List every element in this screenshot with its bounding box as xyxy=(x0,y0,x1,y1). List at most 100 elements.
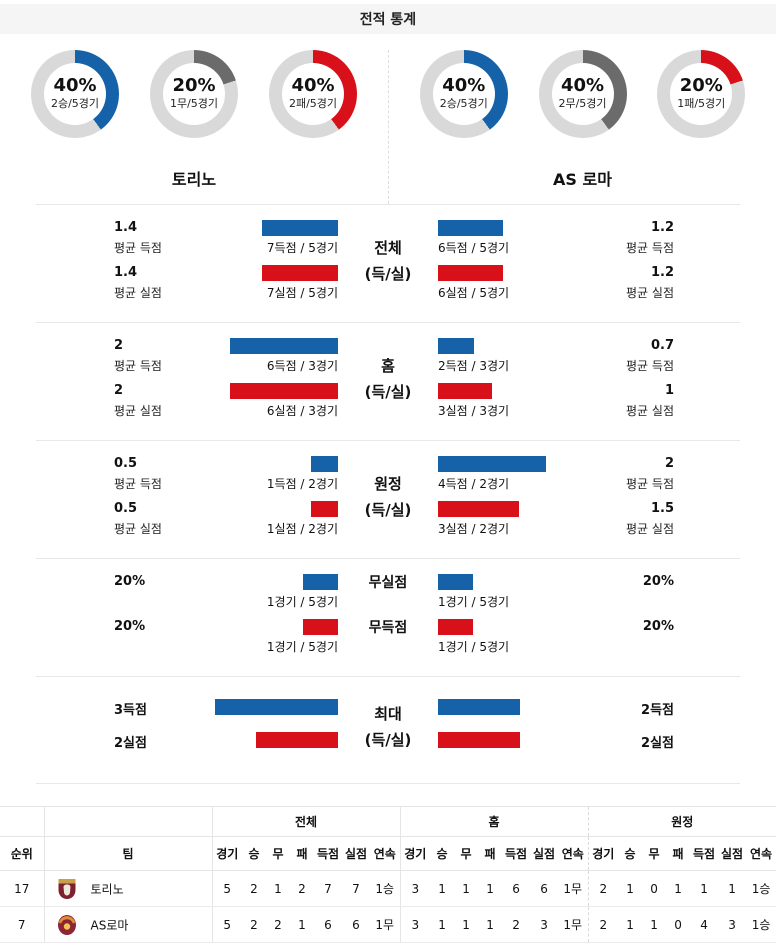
away-bar-label: 3실점 / 2경기 xyxy=(438,522,510,536)
home-stat-value: 0.5 xyxy=(114,456,138,471)
away-donut-row: 40% 2승/5경기 40% 2무/5경기 20% 1패/5경기 xyxy=(389,50,776,138)
stat-cell: 2 xyxy=(242,870,266,907)
comparison-section: 2 평균 득점 6득점 / 3경기 2득점 / 3경기 0.7 평균 득점 2 평균 실점 6실… xyxy=(0,323,776,440)
away-stat-bar xyxy=(438,265,503,281)
home-stat-label: 평균 실점 xyxy=(114,286,162,300)
category-label-line: 원정 xyxy=(374,474,402,493)
donut-percent: 20% xyxy=(172,74,216,96)
column-header: 연속 xyxy=(746,836,776,871)
donut-hole: 20% 1패/5경기 xyxy=(670,63,733,125)
torino-crest xyxy=(57,878,77,900)
home-bar-area: 1경기 / 5경기 xyxy=(170,574,338,610)
away-stat-summary: 20% xyxy=(606,619,776,655)
away-stat-value: 1.5 xyxy=(650,501,674,516)
away-bar-area: 1경기 / 5경기 xyxy=(438,574,606,610)
section-separator xyxy=(36,783,740,784)
away-bar-label: 2득점 / 3경기 xyxy=(438,359,510,373)
away-stat-bar xyxy=(438,699,520,715)
column-header: 승 xyxy=(618,836,643,871)
home-bar-label: 7실점 / 5경기 xyxy=(266,286,338,300)
stat-cell: 5 xyxy=(211,870,242,907)
column-header: 패 xyxy=(666,836,691,871)
donut-hole: 40% 2승/5경기 xyxy=(44,63,106,125)
column-header: 승 xyxy=(430,836,455,871)
home-bar-area: 6득점 / 3경기 xyxy=(170,338,338,374)
home-stat-label: 평균 득점 xyxy=(114,241,162,255)
row-category-label: 무실점 xyxy=(368,575,408,591)
donut-record: 2승/5경기 xyxy=(439,97,488,111)
stat-cell: 1 xyxy=(266,870,290,907)
stat-cell: 1 xyxy=(430,906,455,943)
table-column-header-row: 순위 팀 경기 승 무 패 득점 실점 연속 경기 승 무 패 득점 실점 연속 경기 승 무 패 득점 실점 연속 xyxy=(0,836,776,871)
stat-cell: 7 xyxy=(342,870,370,907)
away-stat-value: 2실점 xyxy=(641,736,674,751)
away-stat-bar xyxy=(438,338,474,354)
home-stat-bar xyxy=(230,383,338,399)
home-stat-bar xyxy=(303,574,338,590)
away-loss-rate-donut: 20% 1패/5경기 xyxy=(657,50,746,138)
column-header: 무 xyxy=(266,836,290,871)
donut-hole: 40% 2무/5경기 xyxy=(551,63,614,125)
donut-hole: 40% 2승/5경기 xyxy=(432,63,495,125)
comparison-sections: 1.4 평균 득점 7득점 / 5경기 6득점 / 5경기 1.2 평균 득점 1.4 평균 … xyxy=(0,204,776,784)
comparison-section: 3득점 2득점 2실점 2실점 최대 (득/실) xyxy=(0,677,776,783)
section-separator xyxy=(36,322,740,323)
category-label-line: (득/실) xyxy=(364,500,412,519)
stat-cell: 4 xyxy=(690,906,719,943)
home-stat-label: 평균 득점 xyxy=(114,477,162,491)
category-label-line: 홈 xyxy=(381,356,395,375)
team-name-text: AS로마 xyxy=(90,918,129,932)
column-header: 득점 xyxy=(502,836,531,871)
away-bar-area: 2득점 / 3경기 xyxy=(438,338,606,374)
away-team-name: AS 로마 xyxy=(553,170,612,189)
rank-cell: 7 xyxy=(0,906,44,943)
stat-cell: 1 xyxy=(666,870,691,907)
home-win-rate-donut: 40% 2승/5경기 xyxy=(31,50,119,138)
home-bar-label: 6실점 / 3경기 xyxy=(266,404,338,418)
home-stat-value: 2 xyxy=(114,383,124,398)
home-stat-bar xyxy=(311,501,338,517)
stat-cell: 2 xyxy=(502,906,531,943)
group-header: 원정 xyxy=(587,806,776,837)
home-stat-summary: 2 평균 득점 xyxy=(0,338,170,374)
stat-cell: 1 xyxy=(478,906,503,943)
home-stat-value: 3득점 xyxy=(114,703,147,718)
stat-cell: 2 xyxy=(242,906,266,943)
group-header-spacer xyxy=(0,806,44,837)
group-header: 전체 xyxy=(211,806,401,837)
column-header: 경기 xyxy=(211,836,242,871)
home-stat-bar xyxy=(256,732,338,748)
home-stat-bar xyxy=(230,338,338,354)
category-label: 전체 (득/실) xyxy=(365,235,412,288)
category-label-line: (득/실) xyxy=(364,382,412,401)
comparison-section: 1.4 평균 득점 7득점 / 5경기 6득점 / 5경기 1.2 평균 득점 1.4 평균 … xyxy=(0,205,776,322)
stat-cell: 3 xyxy=(718,906,747,943)
column-header: 연속 xyxy=(558,836,589,871)
away-stat-summary: 20% xyxy=(606,574,776,610)
home-stat-summary: 0.5 평균 득점 xyxy=(0,456,170,492)
stat-cell: 1승 xyxy=(370,870,401,907)
column-header: 실점 xyxy=(718,836,747,871)
away-stat-bar xyxy=(438,574,473,590)
stat-cell: 2 xyxy=(587,906,619,943)
stat-cell: 0 xyxy=(642,870,667,907)
home-bar-area: 7실점 / 5경기 xyxy=(170,265,338,301)
home-stat-summary: 0.5 평균 실점 xyxy=(0,501,170,537)
donut-hole: 20% 1무/5경기 xyxy=(163,63,225,125)
stat-cell: 2 xyxy=(266,906,290,943)
away-stat-bar xyxy=(438,220,503,236)
category-label-line: 최대 xyxy=(374,705,402,724)
comparison-row: 2실점 2실점 xyxy=(0,732,776,751)
away-bar-label: 6실점 / 5경기 xyxy=(438,286,510,300)
donut-hole: 40% 2패/5경기 xyxy=(282,63,344,125)
home-stat-value: 1.4 xyxy=(114,265,138,280)
group-header-spacer xyxy=(43,806,212,837)
home-loss-rate-donut: 40% 2패/5경기 xyxy=(269,50,357,138)
stat-cell: 1 xyxy=(690,870,719,907)
stat-cell: 1승 xyxy=(746,906,776,943)
panel-title-bar: 전적 통계 xyxy=(0,4,776,34)
home-team-overview: 40% 2승/5경기 20% 1무/5경기 40% 2패/5경기 토리노 xyxy=(0,50,388,204)
stat-cell: 7 xyxy=(314,870,342,907)
away-bar-area: 6득점 / 5경기 xyxy=(438,220,606,256)
home-stat-summary: 1.4 평균 실점 xyxy=(0,265,170,301)
